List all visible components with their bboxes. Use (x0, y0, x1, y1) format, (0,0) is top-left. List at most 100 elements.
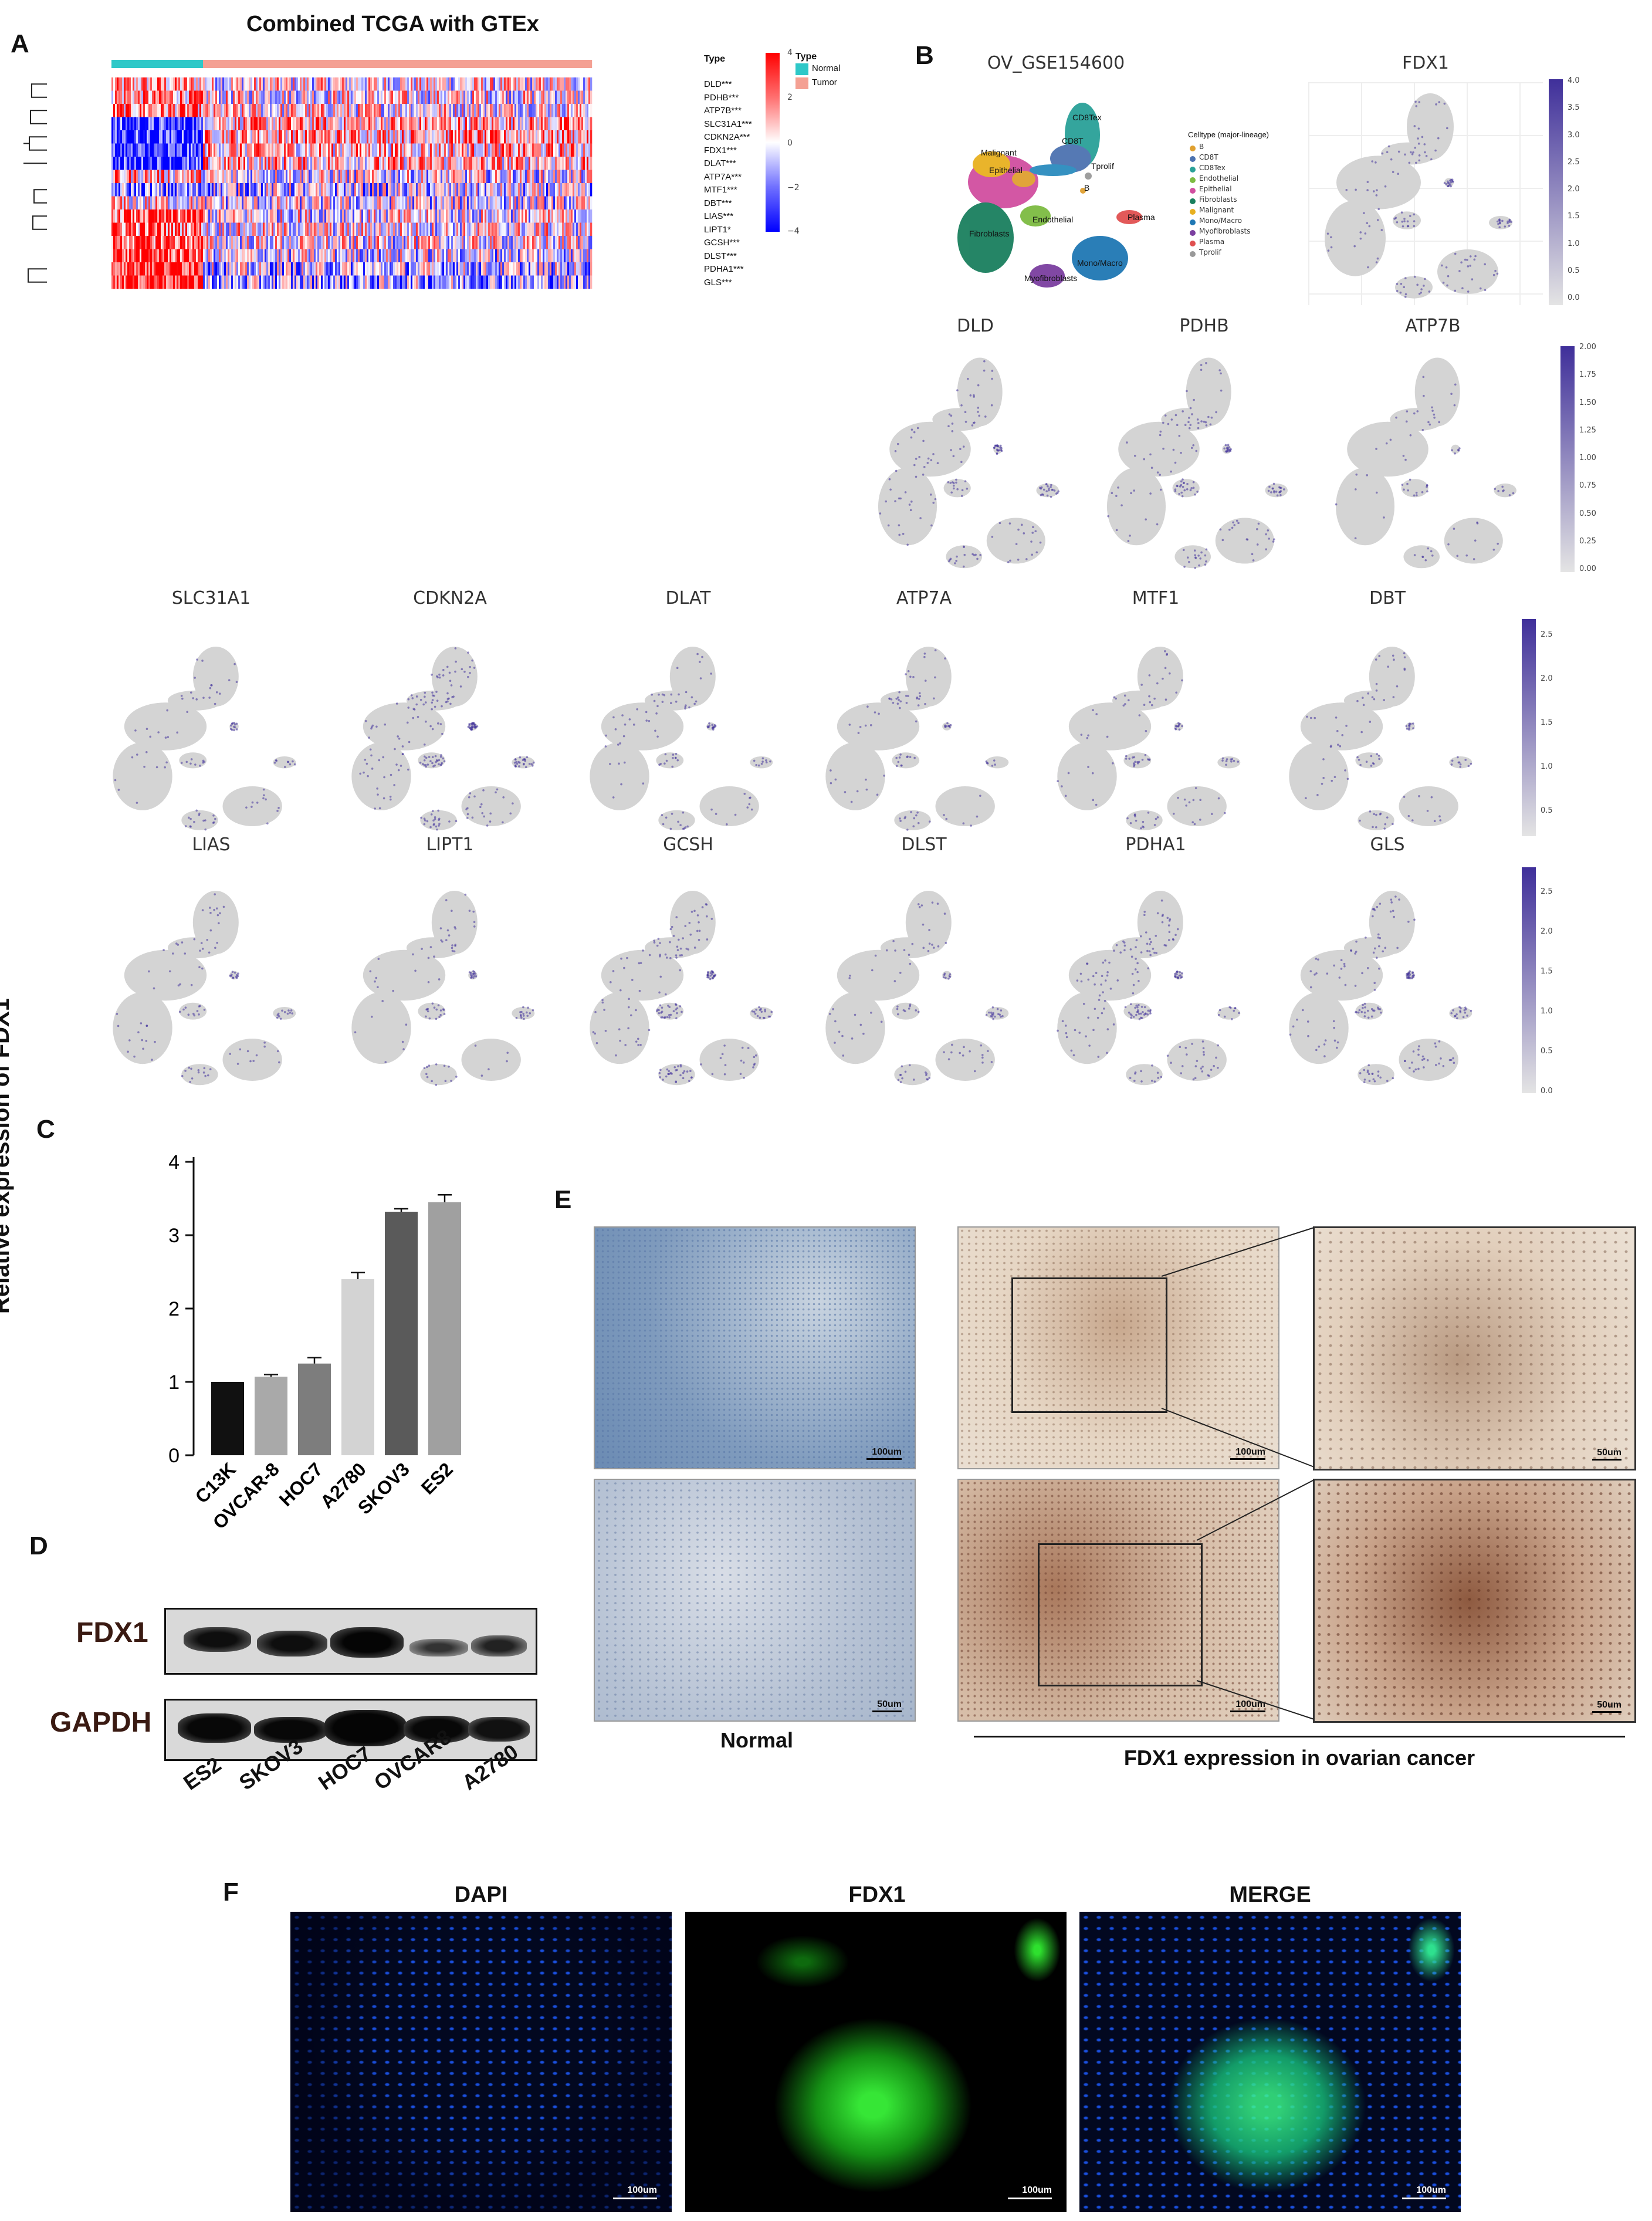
heatmap-cell (159, 262, 161, 276)
heatmap-cell (161, 130, 163, 144)
heatmap-cell (541, 90, 543, 104)
heatmap-cell (275, 183, 277, 197)
heatmap-cell (194, 130, 197, 144)
heatmap-cell (388, 236, 390, 249)
heatmap-cell (124, 157, 126, 170)
heatmap-cell (414, 143, 417, 157)
heatmap-cell (567, 222, 570, 236)
heatmap-cell (115, 222, 117, 236)
heatmap-cell (435, 143, 438, 157)
heatmap-cell (238, 222, 241, 236)
heatmap-cell (397, 170, 399, 184)
heatmap-cell (270, 77, 272, 91)
heatmap-cell (277, 262, 279, 276)
heatmap-cell (470, 222, 473, 236)
heatmap-cell (136, 90, 138, 104)
heatmap-cell (214, 157, 216, 170)
heatmap-cell (265, 249, 267, 263)
heatmap-cell (442, 104, 445, 117)
heatmap-cell (310, 77, 313, 91)
umap-cell (908, 503, 911, 506)
heatmap-cell (342, 117, 344, 131)
heatmap-cell (136, 77, 138, 91)
heatmap-cell (291, 183, 293, 197)
heatmap-cell (294, 249, 297, 263)
heatmap-cell (337, 196, 339, 210)
heatmap-cell (342, 183, 344, 197)
heatmap-cell (488, 90, 490, 104)
heatmap-cell (196, 196, 198, 210)
heatmap-cell (523, 104, 526, 117)
heatmap-cell (228, 209, 230, 223)
umap-cell (1375, 161, 1377, 164)
heatmap-cell (551, 183, 554, 197)
heatmap-cell (319, 117, 321, 131)
type-bar-cell (391, 60, 394, 68)
heatmap-cell (574, 157, 577, 170)
heatmap-cell (140, 262, 142, 276)
type-bar-cell (242, 60, 244, 68)
feature-umap (862, 346, 1088, 575)
heatmap-cell (252, 130, 255, 144)
umap-cell (979, 554, 981, 556)
heatmap-cell (265, 90, 267, 104)
heatmap-cell (536, 262, 538, 276)
heatmap-cell (400, 249, 402, 263)
heatmap-cell (365, 77, 367, 91)
heatmap-cell (226, 196, 228, 210)
cluster-label: Endothelial (1032, 215, 1074, 224)
heatmap-cell (208, 90, 211, 104)
heatmap-cell (513, 249, 515, 263)
umap-cell (1397, 173, 1399, 175)
heatmap-cell (113, 236, 116, 249)
heatmap-cell (397, 183, 399, 197)
heatmap-cell (127, 117, 130, 131)
heatmap-gene-label: ATP7B*** (704, 106, 742, 116)
heatmap-cell (126, 262, 128, 276)
heatmap-cell (465, 236, 468, 249)
umap-cell (1473, 258, 1476, 261)
heatmap-cell (562, 170, 564, 184)
heatmap-cell (418, 196, 420, 210)
heatmap-cell (455, 90, 457, 104)
heatmap-cell (411, 143, 413, 157)
heatmap-cell (404, 236, 406, 249)
heatmap-cell (580, 130, 582, 144)
heatmap-cell (353, 196, 355, 210)
heatmap-cell (231, 170, 233, 184)
heatmap-cell (247, 143, 249, 157)
feature-umap-svg (878, 357, 1060, 569)
heatmap-cell (500, 157, 503, 170)
heatmap-cell (398, 170, 401, 184)
heatmap-cell (143, 222, 145, 236)
heatmap-cell (349, 77, 351, 91)
heatmap-cell (349, 104, 351, 117)
heatmap-cell (483, 143, 485, 157)
heatmap-cell (180, 90, 182, 104)
heatmap-cell (321, 143, 323, 157)
heatmap-cell (544, 143, 547, 157)
heatmap-cell (425, 157, 427, 170)
heatmap-cell (199, 77, 202, 91)
heatmap-cell (272, 157, 274, 170)
heatmap-cell (212, 236, 214, 249)
heatmap-cell (259, 77, 262, 91)
heatmap-cell (409, 262, 411, 276)
heatmap-cell (527, 104, 529, 117)
heatmap-cell (266, 117, 269, 131)
heatmap-cell (133, 77, 135, 91)
heatmap-cell (221, 170, 223, 184)
heatmap-cell (191, 196, 193, 210)
heatmap-cell (458, 143, 461, 157)
heatmap-cell (507, 170, 510, 184)
heatmap-cell (578, 275, 580, 289)
heatmap-cell (400, 143, 402, 157)
heatmap-cell (483, 262, 485, 276)
heatmap-cell (335, 209, 337, 223)
heatmap-cell (122, 170, 124, 184)
heatmap-cell (111, 249, 114, 263)
heatmap-cell (463, 130, 466, 144)
heatmap-cell (507, 90, 510, 104)
heatmap-cell (388, 262, 390, 276)
heatmap-cell (550, 275, 552, 289)
